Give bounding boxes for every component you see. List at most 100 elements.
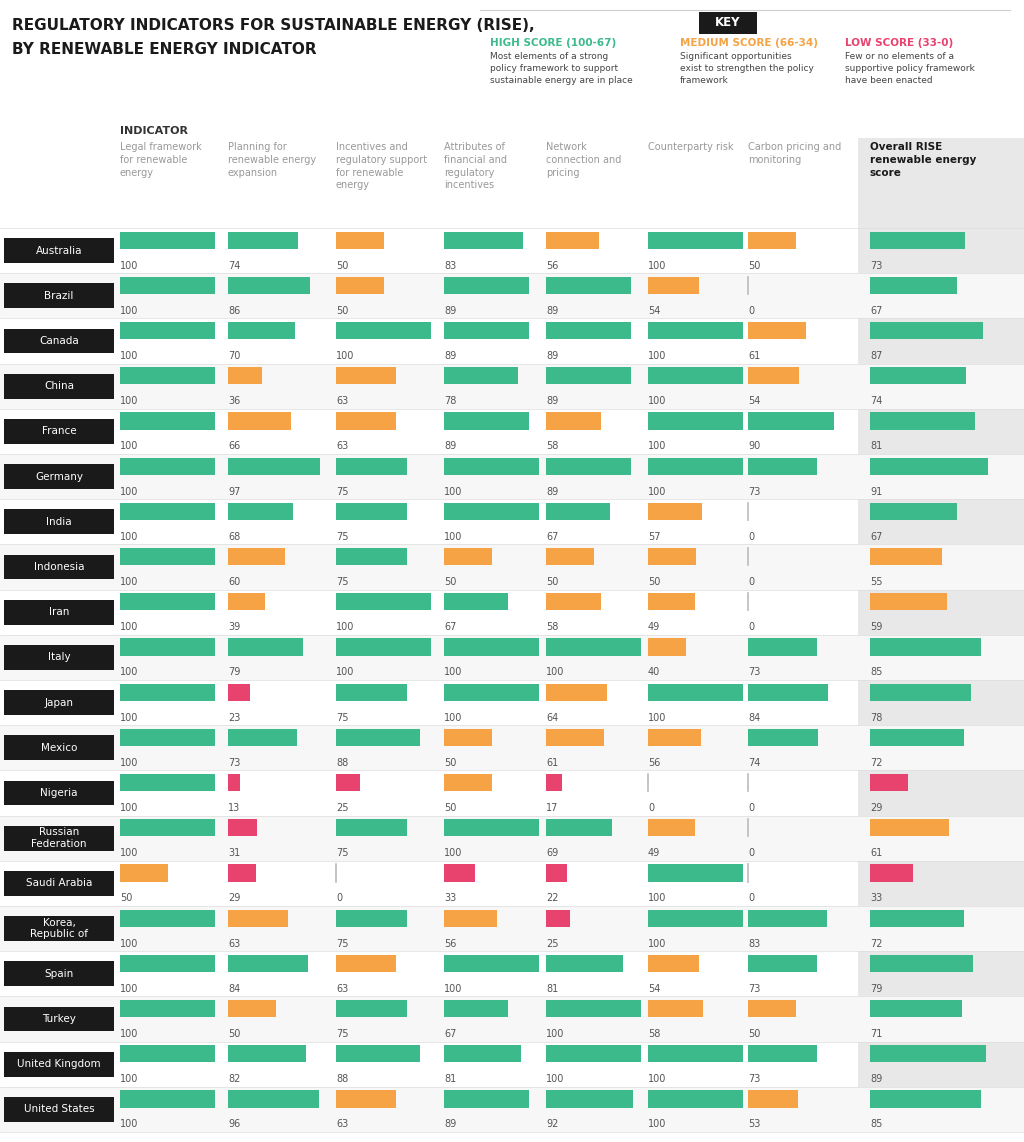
Text: 56: 56 [444,939,457,949]
FancyBboxPatch shape [444,368,518,385]
FancyBboxPatch shape [228,774,241,791]
Text: 49: 49 [648,622,660,633]
Text: 82: 82 [228,1075,241,1084]
Text: 54: 54 [648,306,660,315]
FancyBboxPatch shape [0,997,1024,1042]
FancyBboxPatch shape [870,955,973,972]
FancyBboxPatch shape [870,729,964,746]
FancyBboxPatch shape [444,548,492,565]
Text: 55: 55 [870,577,883,587]
Text: 89: 89 [444,1119,457,1129]
FancyBboxPatch shape [120,910,215,927]
FancyBboxPatch shape [228,322,295,339]
Text: Incentives and
regulatory support
for renewable
energy: Incentives and regulatory support for re… [336,142,427,191]
FancyBboxPatch shape [120,368,215,385]
Text: 50: 50 [648,577,660,587]
Text: 56: 56 [546,260,558,271]
Text: 100: 100 [648,441,667,451]
Text: 0: 0 [748,306,754,315]
FancyBboxPatch shape [120,458,215,475]
FancyBboxPatch shape [228,1091,319,1108]
Text: 54: 54 [648,983,660,994]
Text: 75: 75 [336,577,348,587]
Text: Indonesia: Indonesia [34,562,84,572]
FancyBboxPatch shape [444,684,539,701]
FancyBboxPatch shape [870,638,981,656]
FancyBboxPatch shape [546,819,611,836]
Text: 67: 67 [444,1029,457,1039]
Text: 78: 78 [870,713,883,723]
FancyBboxPatch shape [336,548,408,565]
Text: Legal framework
for renewable
energy: Legal framework for renewable energy [120,142,202,178]
FancyBboxPatch shape [0,273,1024,319]
FancyBboxPatch shape [546,502,609,520]
Text: 64: 64 [546,713,558,723]
FancyBboxPatch shape [444,232,523,249]
FancyBboxPatch shape [546,1000,641,1018]
FancyBboxPatch shape [870,819,949,836]
Text: Russian
Federation: Russian Federation [32,828,87,849]
FancyBboxPatch shape [648,412,743,429]
Text: 36: 36 [228,396,241,407]
FancyBboxPatch shape [4,916,114,941]
Text: 100: 100 [120,803,138,813]
FancyBboxPatch shape [120,774,215,791]
Text: 57: 57 [648,532,660,541]
Text: 0: 0 [748,849,754,858]
FancyBboxPatch shape [228,502,293,520]
FancyBboxPatch shape [444,910,498,927]
FancyBboxPatch shape [228,593,265,610]
FancyBboxPatch shape [444,412,528,429]
Text: 75: 75 [336,532,348,541]
Text: 78: 78 [444,396,457,407]
FancyBboxPatch shape [0,635,1024,679]
Text: Attributes of
financial and
regulatory
incentives: Attributes of financial and regulatory i… [444,142,507,191]
Text: 59: 59 [870,622,883,633]
Text: 100: 100 [120,306,138,315]
Text: Australia: Australia [36,246,82,256]
FancyBboxPatch shape [648,458,743,475]
FancyBboxPatch shape [748,729,818,746]
FancyBboxPatch shape [870,684,972,701]
FancyBboxPatch shape [648,955,699,972]
FancyBboxPatch shape [748,638,817,656]
Text: 63: 63 [336,983,348,994]
FancyBboxPatch shape [648,638,686,656]
Text: 100: 100 [444,849,463,858]
Text: 100: 100 [648,396,667,407]
FancyBboxPatch shape [228,412,291,429]
FancyBboxPatch shape [4,373,114,399]
FancyBboxPatch shape [858,138,1024,1132]
FancyBboxPatch shape [444,593,508,610]
FancyBboxPatch shape [336,955,396,972]
Text: 29: 29 [228,893,241,903]
FancyBboxPatch shape [870,593,947,610]
FancyBboxPatch shape [648,593,694,610]
FancyBboxPatch shape [648,368,743,385]
Text: 81: 81 [546,983,558,994]
FancyBboxPatch shape [120,593,215,610]
Text: 0: 0 [748,577,754,587]
Text: 73: 73 [748,667,761,677]
FancyBboxPatch shape [336,684,408,701]
Text: Counterparty risk: Counterparty risk [648,142,733,152]
FancyBboxPatch shape [870,1091,981,1108]
Text: 100: 100 [120,1029,138,1039]
Text: Significant opportunities
exist to strengthen the policy
framework: Significant opportunities exist to stren… [680,53,814,86]
Text: Mexico: Mexico [41,742,77,753]
Text: Korea,
Republic of: Korea, Republic of [30,918,88,940]
Text: 39: 39 [228,622,241,633]
FancyBboxPatch shape [546,955,623,972]
FancyBboxPatch shape [546,412,601,429]
Text: Few or no elements of a
supportive policy framework
have been enacted: Few or no elements of a supportive polic… [845,53,975,86]
Text: 100: 100 [120,622,138,633]
Text: INDICATOR: INDICATOR [120,126,188,136]
FancyBboxPatch shape [648,1091,743,1108]
FancyBboxPatch shape [648,729,701,746]
FancyBboxPatch shape [648,819,694,836]
Text: 50: 50 [444,803,457,813]
Text: 100: 100 [336,667,354,677]
Text: 50: 50 [228,1029,241,1039]
FancyBboxPatch shape [546,548,594,565]
FancyBboxPatch shape [4,419,114,444]
